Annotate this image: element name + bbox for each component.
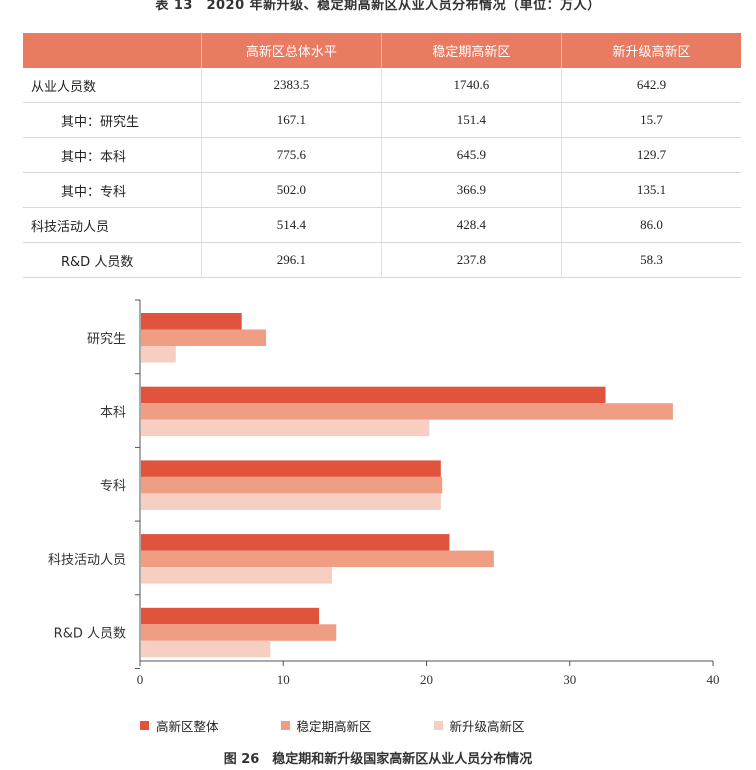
table-cell: 642.9	[560, 68, 741, 103]
table-cell: 296.1	[200, 242, 382, 278]
table-cell: 129.7	[560, 137, 741, 173]
bar-0-4	[141, 607, 320, 625]
table-row: R&D 人员数 296.1 237.8 58.3	[23, 242, 741, 278]
category-label: 研究生	[87, 332, 126, 347]
bar-0-3	[141, 534, 450, 551]
legend-label: 稳定期高新区	[296, 719, 372, 734]
bar-0-1	[141, 386, 606, 404]
table-cell: 502.0	[200, 172, 382, 208]
row-label: 其中：研究生	[23, 102, 202, 138]
table-cell: 2383.5	[200, 68, 382, 103]
table-cell: 167.1	[200, 102, 382, 138]
bar-0-2	[141, 460, 441, 477]
header-cell: 高新区总体水平	[200, 33, 382, 68]
bar-1-1	[141, 403, 673, 420]
category-label: R&D 人员数	[54, 627, 126, 642]
bar-1-4	[141, 624, 337, 641]
bar-2-2	[141, 493, 441, 510]
employment-table: 高新区总体水平 稳定期高新区 新升级高新区 从业人员数 2383.5 1740.…	[23, 33, 741, 278]
legend-swatch	[433, 721, 443, 730]
table-cell: 135.1	[560, 172, 741, 208]
category-label: 科技活动人员	[48, 553, 126, 568]
table-cell: 514.4	[200, 207, 382, 243]
header-cell	[23, 33, 202, 68]
table-cell: 237.8	[380, 242, 562, 278]
row-label: R&D 人员数	[23, 242, 202, 278]
legend-item-overall: 高新区整体	[140, 716, 219, 735]
bar-1-3	[141, 550, 494, 568]
table-row: 其中：专科 502.0 366.9 135.1	[23, 172, 741, 208]
bar-2-4	[141, 640, 271, 658]
table-row: 科技活动人员 514.4 428.4 86.0	[23, 207, 741, 243]
x-tick-label: 20	[420, 672, 433, 687]
table-cell: 428.4	[380, 207, 562, 243]
bar-1-2	[141, 476, 443, 494]
table-row: 从业人员数 2383.5 1740.6 642.9	[23, 68, 741, 103]
category-label: 本科	[100, 405, 126, 420]
table-header-row: 高新区总体水平 稳定期高新区 新升级高新区	[23, 33, 741, 68]
row-label: 其中：专科	[23, 172, 202, 208]
table-cell: 1740.6	[380, 68, 562, 103]
header-cell: 稳定期高新区	[380, 33, 562, 68]
bar-2-1	[141, 419, 430, 437]
x-tick-label: 40	[707, 672, 720, 687]
table-cell: 151.4	[380, 102, 562, 138]
table-cell: 366.9	[380, 172, 562, 208]
legend-swatch	[280, 721, 290, 730]
x-tick-label: 0	[137, 672, 144, 687]
row-label: 科技活动人员	[23, 207, 202, 243]
bar-2-3	[141, 567, 332, 584]
figure-caption: 图 26 稳定期和新升级国家高新区从业人员分布情况	[223, 752, 533, 767]
bar-0-0	[141, 313, 242, 330]
table-cell: 58.3	[560, 242, 741, 278]
bar-1-0	[141, 329, 267, 346]
table-row: 其中：研究生 167.1 151.4 15.7	[23, 102, 741, 138]
chart-legend: 高新区整体 稳定期高新区 新升级高新区	[140, 716, 587, 735]
x-tick-label: 30	[563, 672, 576, 687]
table-row: 其中：本科 775.6 645.9 129.7	[23, 137, 741, 173]
table-cell: 86.0	[560, 207, 741, 243]
bar-2-0	[141, 346, 176, 363]
legend-swatch	[140, 721, 149, 730]
table-cell: 15.7	[560, 102, 741, 138]
legend-label: 高新区整体	[156, 719, 219, 734]
legend-item-stable: 稳定期高新区	[280, 716, 372, 735]
table-cell: 645.9	[380, 137, 562, 173]
row-label: 从业人员数	[23, 68, 202, 103]
category-label: 专科	[100, 479, 126, 494]
row-label: 其中：本科	[23, 137, 202, 173]
table-cell: 775.6	[200, 137, 382, 173]
x-tick-label: 10	[277, 672, 290, 687]
legend-item-new: 新升级高新区	[433, 716, 525, 735]
table-caption: 表 13 2020 年新升级、稳定期高新区从业人员分布情况（单位：万人）	[155, 0, 601, 13]
header-cell: 新升级高新区	[560, 33, 741, 68]
legend-label: 新升级高新区	[449, 719, 525, 734]
